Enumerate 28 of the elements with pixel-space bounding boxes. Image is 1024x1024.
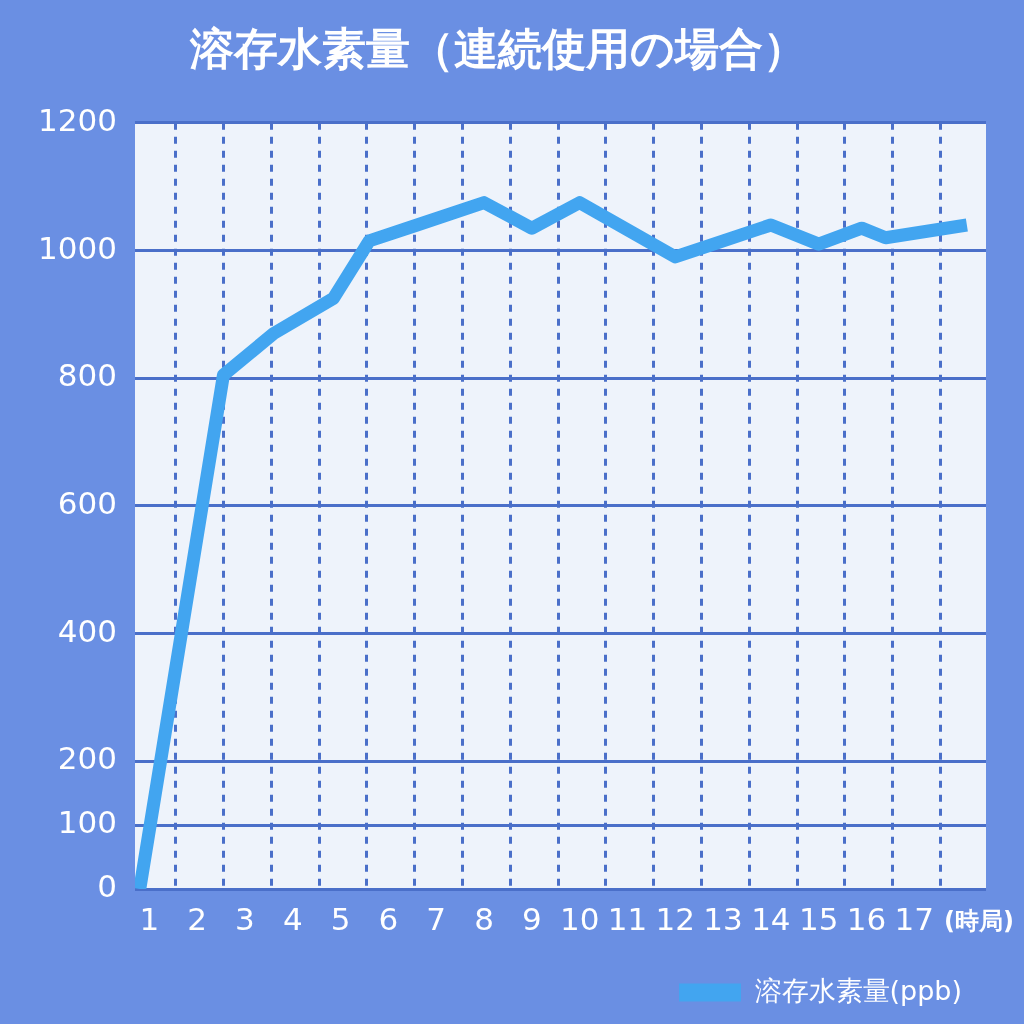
x-tick-label: 13	[703, 900, 743, 937]
y-tick-label: 800	[57, 357, 117, 394]
x-tick-label: 14	[751, 900, 791, 937]
legend-label: 溶存水素量(ppb)	[754, 974, 962, 1006]
x-tick-label: 1	[139, 900, 160, 937]
y-tick-label: 1200	[38, 101, 117, 138]
x-tick-label: 2	[187, 900, 208, 937]
y-tick-label: 600	[57, 484, 117, 521]
x-tick-label: 16	[846, 900, 887, 937]
x-tick-label: 4	[282, 900, 303, 937]
x-tick-label: 7	[426, 900, 447, 937]
x-tick-label: 15	[798, 900, 839, 937]
y-tick-label: 100	[57, 804, 117, 841]
y-tick-label: 0	[97, 868, 117, 905]
y-tick-label: 400	[57, 612, 117, 649]
x-tick-label: 6	[378, 900, 399, 937]
y-tick-label: 200	[57, 740, 117, 777]
x-tick-label: 3	[235, 900, 255, 937]
y-tick-label: 1000	[38, 229, 117, 266]
x-tick-label: 10	[559, 900, 600, 937]
x-tick-label: 8	[474, 900, 494, 937]
x-tick-label: 17	[894, 900, 935, 937]
x-tick-label: 11	[607, 900, 648, 937]
x-axis-title: (時局)	[944, 907, 1014, 936]
x-tick-label: 12	[655, 900, 695, 937]
x-tick-label: 5	[330, 900, 351, 937]
chart-title: 溶存水素量（連続使用の場合）	[188, 22, 807, 74]
x-tick-label: 9	[521, 900, 542, 937]
